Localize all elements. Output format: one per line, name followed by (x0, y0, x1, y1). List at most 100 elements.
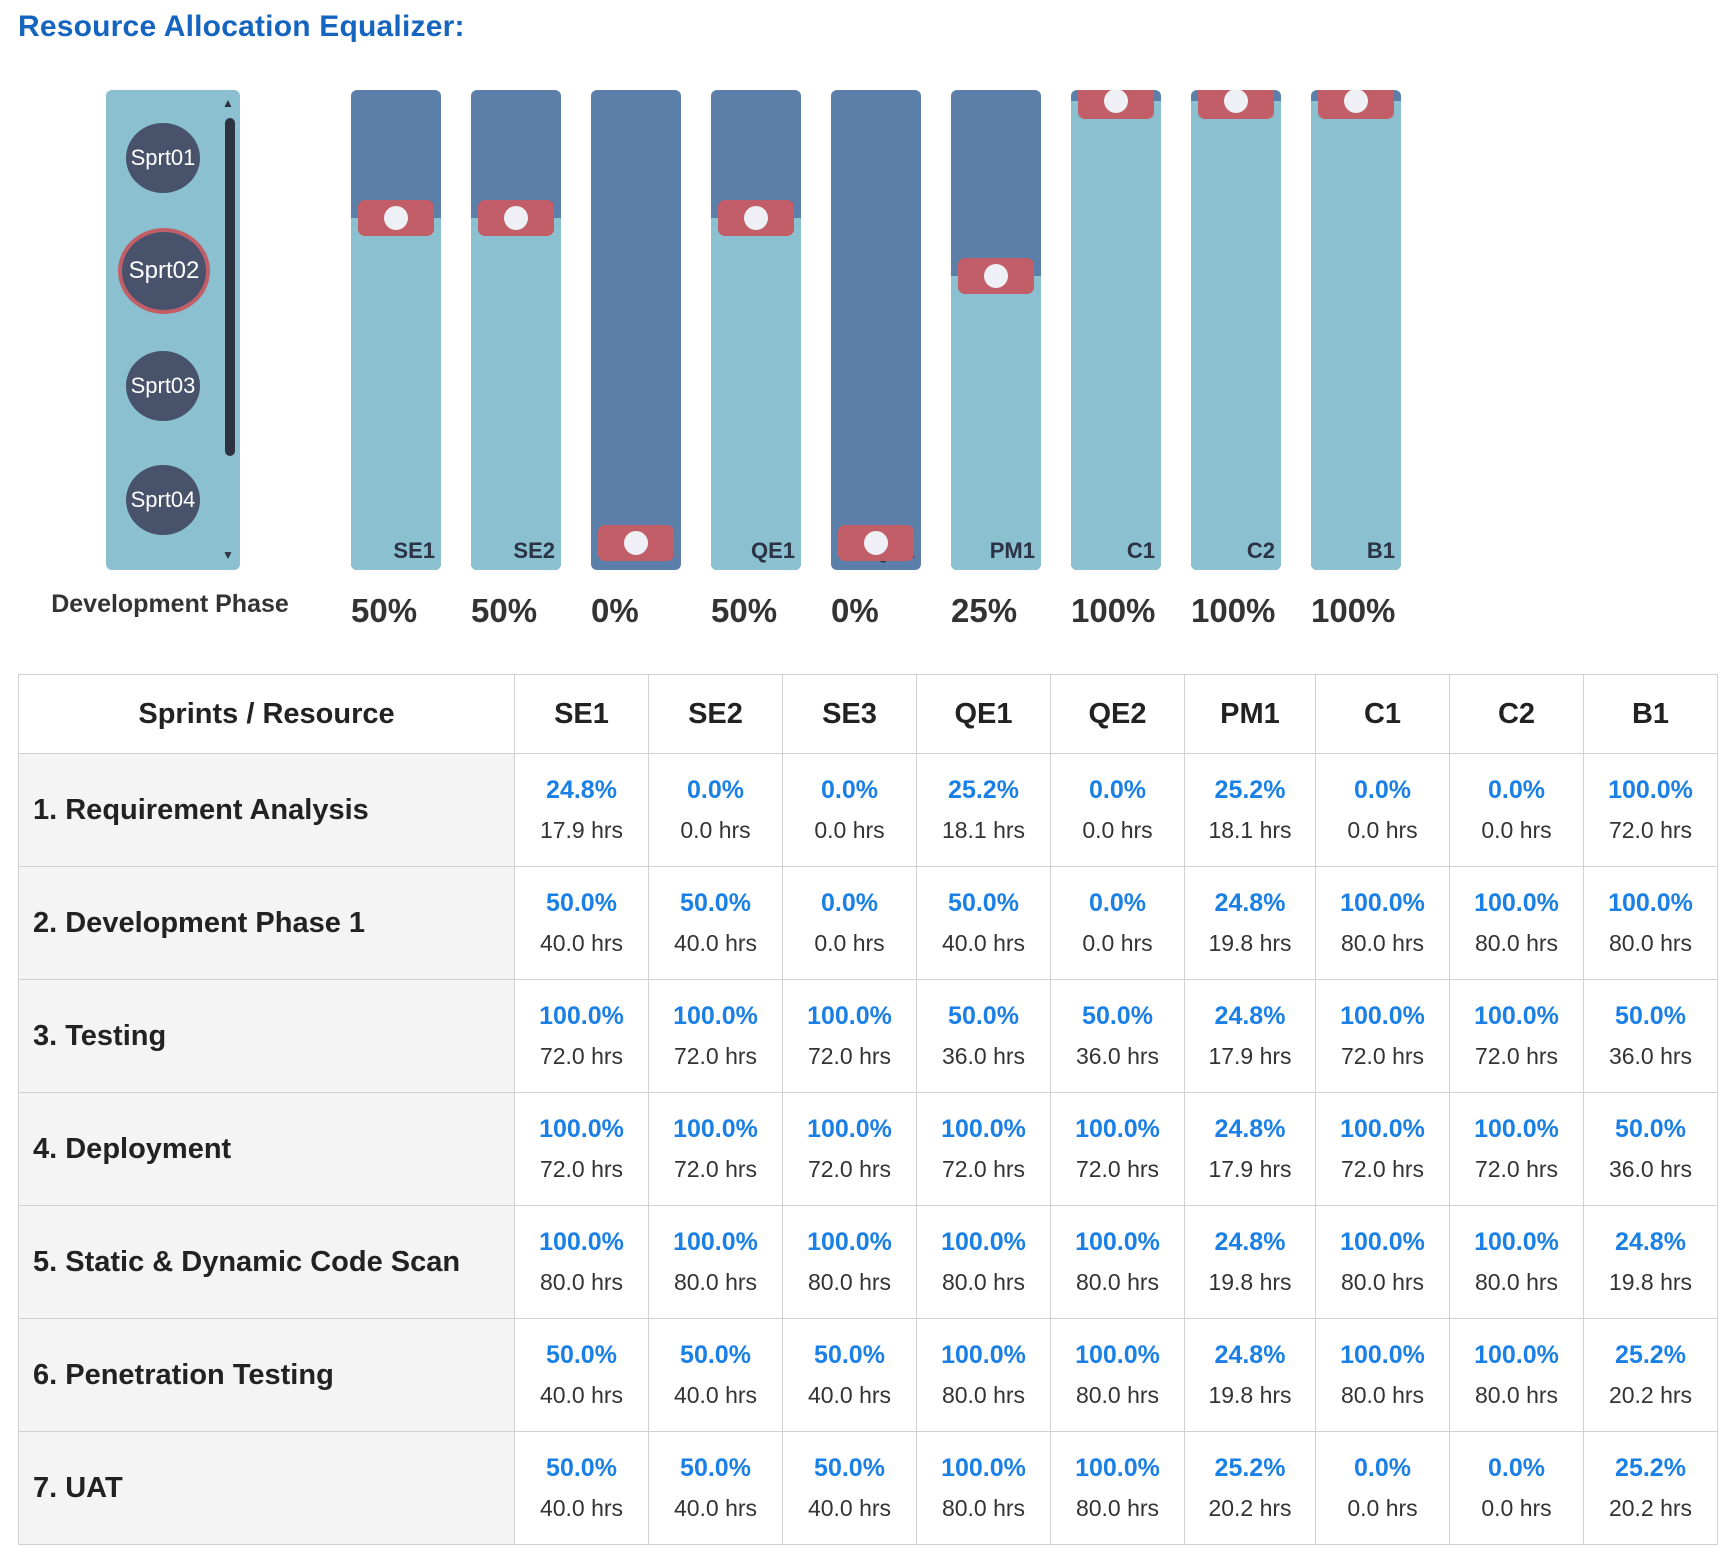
slider-se3[interactable]: SE3 (591, 90, 681, 570)
slider-c1[interactable]: C1 (1071, 90, 1161, 570)
allocation-cell: 0.0% 0.0 hrs (1449, 753, 1584, 867)
table-row: 6. Penetration Testing 50.0% 40.0 hrs 50.0%… (18, 1318, 1718, 1432)
allocation-cell: 0.0% 0.0 hrs (782, 866, 917, 980)
allocation-cell: 100.0% 80.0 hrs (916, 1318, 1051, 1432)
page-title: Resource Allocation Equalizer: (18, 10, 465, 43)
allocation-percent: 50.0% (546, 1341, 617, 1369)
column-header: C1 (1315, 674, 1450, 754)
slider-se2[interactable]: SE2 (471, 90, 561, 570)
slider-handle[interactable] (1198, 90, 1274, 119)
allocation-cell: 24.8% 19.8 hrs (1184, 1318, 1316, 1432)
slider-c2[interactable]: C2 (1191, 90, 1281, 570)
allocation-cell: 100.0% 72.0 hrs (1315, 1092, 1450, 1206)
allocation-cell: 50.0% 36.0 hrs (1583, 979, 1718, 1093)
allocation-hours: 40.0 hrs (673, 1382, 758, 1408)
allocation-percent: 100.0% (807, 1228, 892, 1256)
allocation-cell: 100.0% 72.0 hrs (514, 979, 649, 1093)
slider-value: 50% (471, 592, 538, 629)
slider-handle[interactable] (958, 257, 1034, 294)
allocation-cell: 100.0% 80.0 hrs (1583, 866, 1718, 980)
slider-b1[interactable]: B1 (1311, 90, 1401, 570)
slider-handle[interactable] (358, 199, 434, 236)
sprint-button-sprt04[interactable]: Sprt04 (126, 465, 200, 535)
slider-handle[interactable] (478, 199, 554, 236)
slider-qe2[interactable]: QE2 (831, 90, 921, 570)
slider-fill (951, 275, 1041, 570)
allocation-cell: 100.0% 72.0 hrs (782, 1092, 917, 1206)
scrollbar[interactable] (225, 118, 235, 456)
allocation-cell: 50.0% 40.0 hrs (782, 1318, 917, 1432)
scroll-up-icon[interactable]: ▲ (222, 96, 234, 110)
allocation-cell: 100.0% 72.0 hrs (648, 979, 783, 1093)
allocation-hours: 72.0 hrs (539, 1043, 624, 1069)
allocation-cell: 50.0% 40.0 hrs (648, 1318, 783, 1432)
allocation-cell: 24.8% 19.8 hrs (1184, 1205, 1316, 1319)
allocation-percent: 50.0% (546, 889, 617, 917)
slider-value: 0% (831, 592, 879, 629)
allocation-hours: 80.0 hrs (1474, 930, 1559, 956)
allocation-hours: 80.0 hrs (807, 1269, 892, 1295)
allocation-cell: 100.0% 80.0 hrs (1050, 1431, 1185, 1545)
sprint-button-sprt03[interactable]: Sprt03 (126, 351, 200, 421)
allocation-hours: 17.9 hrs (1208, 1043, 1292, 1069)
slider-handle[interactable] (1318, 90, 1394, 119)
slider-handle[interactable] (838, 525, 914, 561)
allocation-cell: 100.0% 72.0 hrs (1449, 1092, 1584, 1206)
allocation-percent: 50.0% (546, 1454, 617, 1482)
slider-fill (351, 217, 441, 570)
slider-se1[interactable]: SE1 (351, 90, 441, 570)
allocation-cell: 50.0% 40.0 hrs (916, 866, 1051, 980)
allocation-hours: 80.0 hrs (1075, 1495, 1160, 1521)
sprint-button-sprt02[interactable]: Sprt02 (118, 228, 210, 314)
allocation-hours: 72.0 hrs (539, 1156, 624, 1182)
allocation-hours: 80.0 hrs (673, 1269, 758, 1295)
allocation-hours: 18.1 hrs (941, 817, 1026, 843)
allocation-percent: 100.0% (941, 1228, 1026, 1256)
slider-qe1[interactable]: QE1 (711, 90, 801, 570)
slider-name: PM1 (989, 538, 1035, 563)
slider-fill (711, 217, 801, 570)
allocation-cell: 50.0% 40.0 hrs (648, 1431, 783, 1545)
allocation-hours: 0.0 hrs (1481, 1495, 1552, 1521)
allocation-cell: 100.0% 72.0 hrs (514, 1092, 649, 1206)
slider-handle[interactable] (718, 199, 794, 236)
allocation-cell: 100.0% 72.0 hrs (782, 979, 917, 1093)
allocation-percent: 100.0% (1474, 1228, 1559, 1256)
row-label: 5. Static & Dynamic Code Scan (18, 1205, 515, 1319)
slider-name: C1 (1126, 538, 1155, 563)
allocation-percent: 24.8% (1214, 1341, 1286, 1369)
handle-dot-icon (744, 205, 768, 230)
allocation-cell: 100.0% 80.0 hrs (1449, 1318, 1584, 1432)
allocation-hours: 72.0 hrs (1340, 1043, 1425, 1069)
allocation-hours: 72.0 hrs (807, 1156, 892, 1182)
slider-handle[interactable] (1078, 90, 1154, 119)
row-label: 1. Requirement Analysis (18, 753, 515, 867)
allocation-percent: 100.0% (941, 1341, 1026, 1369)
slider-handle[interactable] (598, 525, 674, 561)
allocation-hours: 40.0 hrs (673, 930, 758, 956)
allocation-cell: 25.2% 20.2 hrs (1583, 1431, 1718, 1545)
allocation-hours: 72.0 hrs (1340, 1156, 1425, 1182)
allocation-hours: 20.2 hrs (1208, 1495, 1292, 1521)
allocation-percent: 50.0% (948, 889, 1019, 917)
allocation-hours: 17.9 hrs (1208, 1156, 1292, 1182)
allocation-cell: 100.0% 80.0 hrs (648, 1205, 783, 1319)
allocation-percent: 100.0% (539, 1228, 624, 1256)
allocation-percent: 100.0% (1608, 776, 1693, 804)
sprint-button-sprt01[interactable]: Sprt01 (126, 123, 200, 193)
slider-value: 100% (1191, 592, 1276, 629)
allocation-hours: 80.0 hrs (941, 1269, 1026, 1295)
allocation-cell: 0.0% 0.0 hrs (1050, 753, 1185, 867)
handle-dot-icon (504, 205, 528, 230)
slider-pm1[interactable]: PM1 (951, 90, 1041, 570)
slider-fill (1311, 101, 1401, 570)
allocation-cell: 100.0% 80.0 hrs (916, 1205, 1051, 1319)
allocation-cell: 24.8% 17.9 hrs (514, 753, 649, 867)
handle-dot-icon (1224, 90, 1248, 113)
slider-value: 25% (951, 592, 1018, 629)
table-row: 5. Static & Dynamic Code Scan 100.0% 80.0 … (18, 1205, 1718, 1319)
allocation-percent: 25.2% (1615, 1341, 1686, 1369)
allocation-hours: 72.0 hrs (807, 1043, 892, 1069)
scroll-down-icon[interactable]: ▼ (222, 548, 234, 562)
sprint-selector[interactable]: Sprt01 Sprt02 Sprt03 Sprt04 ▲ ▼ (106, 90, 240, 570)
